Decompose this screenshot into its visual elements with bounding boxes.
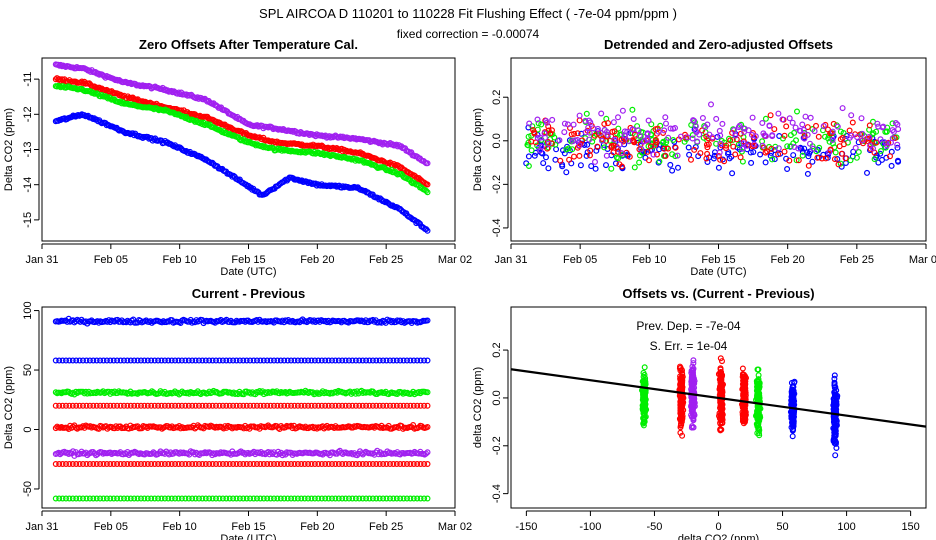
series-red-3 (715, 355, 726, 434)
plot-frame (41, 57, 456, 242)
series-blue-3 (52, 111, 431, 234)
y-axis-label: Delta CO2 (ppm) (3, 108, 15, 191)
chart-title: Zero Offsets After Temperature Cal. (139, 37, 358, 52)
data-point (103, 94, 110, 101)
data-point (114, 126, 121, 133)
y-tick-label: -15 (22, 212, 34, 228)
y-tick-label: -0.2 (491, 436, 503, 455)
x-tick-label: 0 (715, 521, 721, 533)
y-tick-label: 0.0 (491, 390, 503, 405)
annotation: S. Err. = 1e-04 (650, 339, 728, 353)
x-tick-label: Feb 05 (94, 254, 128, 266)
y-tick-label: -13 (22, 142, 34, 158)
series-purple-0 (52, 61, 431, 167)
data-point (789, 433, 796, 440)
chart-title: Offsets vs. (Current - Previous) (622, 286, 814, 301)
series-green-0 (638, 364, 650, 429)
x-axis-label: Date (UTC) (220, 266, 276, 278)
y-tick-label: -0.4 (491, 484, 503, 503)
x-tick-label: Feb 25 (369, 254, 403, 266)
annotation: Prev. Dep. = -7e-04 (636, 319, 740, 333)
series-red-1 (676, 363, 687, 439)
data-point (327, 134, 334, 141)
data-point (289, 127, 296, 134)
axes: Zero Offsets After Temperature Cal. Jan 3… (3, 37, 472, 278)
data-point (347, 155, 354, 162)
y-tick-label: -14 (22, 177, 34, 193)
data-point (424, 160, 431, 167)
x-tick-label: Feb 15 (231, 254, 265, 266)
data-point (641, 364, 648, 371)
x-tick-label: 100 (837, 521, 855, 533)
data-point (423, 187, 430, 194)
y-tick-label: 0.2 (491, 342, 503, 357)
data-point (280, 146, 287, 153)
data-point (94, 70, 101, 77)
x-tick-label: -100 (579, 521, 601, 533)
y-tick-label: -11 (22, 72, 34, 87)
x-tick-label: -50 (647, 521, 663, 533)
data-point (424, 181, 431, 188)
data-point (424, 189, 431, 196)
x-axis-label: delta CO2 (ppm) (678, 533, 759, 540)
page-subtitle: fixed correction = -0.00074 (396, 27, 540, 41)
x-tick-label: 150 (901, 521, 919, 533)
y-axis-label: delta CO2 (ppm) (472, 367, 484, 448)
x-tick-label: 50 (776, 521, 788, 533)
y-tick-label: -12 (22, 106, 34, 122)
data-point (335, 146, 342, 153)
x-tick-label: Feb 20 (300, 254, 334, 266)
x-tick-label: Mar 02 (438, 254, 472, 266)
data-point (739, 365, 746, 372)
x-tick-label: -150 (515, 521, 537, 533)
series-red-4 (738, 365, 749, 427)
series-green-2 (52, 82, 431, 196)
data-point (394, 143, 401, 150)
data-point (204, 121, 211, 128)
x-tick-label: Feb 10 (163, 254, 197, 266)
x-tick-label: Jan 31 (25, 254, 58, 266)
page-title: SPL AIRCOA D 110201 to 110228 Fit Flushi… (259, 6, 677, 21)
data-point (832, 452, 839, 459)
